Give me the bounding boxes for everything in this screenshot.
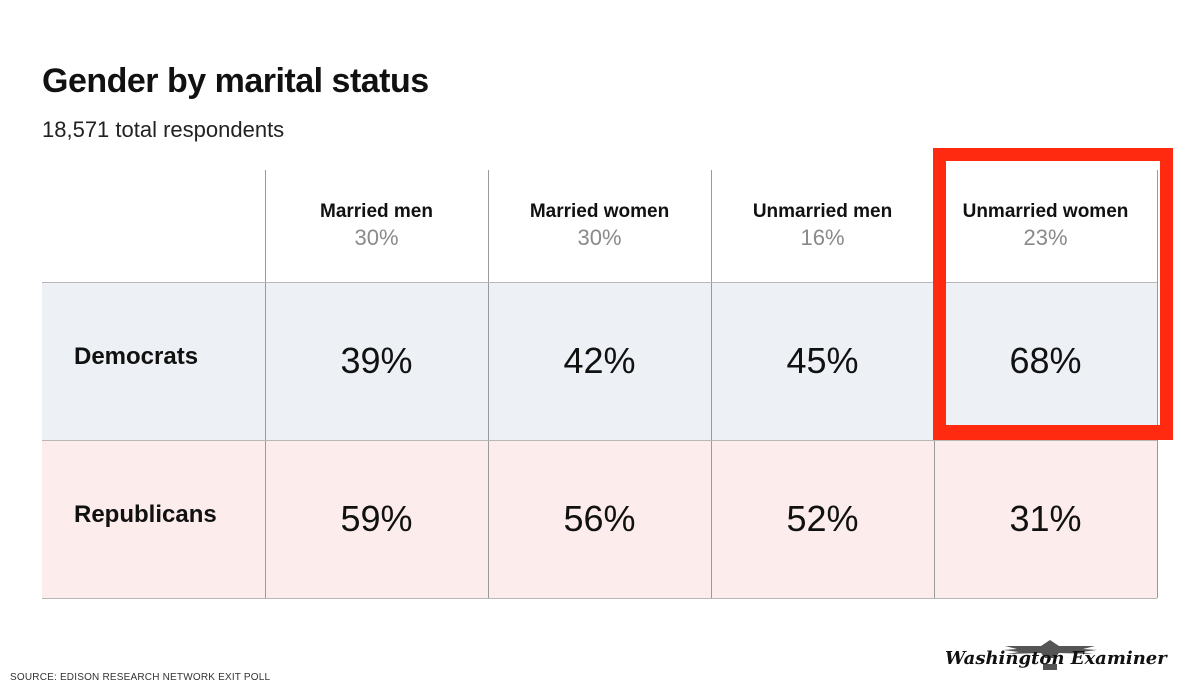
column-header-share: 16% <box>800 225 845 250</box>
column-header-share: 30% <box>577 225 622 250</box>
row-divider <box>42 598 1157 599</box>
column-header-share: 23% <box>1023 225 1068 250</box>
column-header: Unmarried women 23% <box>934 170 1157 282</box>
column-divider <box>711 170 712 598</box>
column-divider <box>1157 170 1158 598</box>
value-cell: 68% <box>1009 340 1082 381</box>
column-header-label: Unmarried men <box>752 201 893 222</box>
column-header-label: Married women <box>529 201 670 222</box>
source-note: SOURCE: EDISON RESEARCH NETWORK EXIT POL… <box>10 672 271 683</box>
eagle-icon <box>1003 640 1097 670</box>
column-divider <box>488 170 489 598</box>
value-cell: 45% <box>786 340 859 381</box>
column-header-label: Unmarried women <box>962 201 1129 222</box>
row-divider <box>42 440 1157 441</box>
chart-subtitle: 18,571 total respondents <box>42 117 285 142</box>
value-cell: 39% <box>340 340 413 381</box>
publisher-logo: Washington Examiner <box>945 636 1167 684</box>
highlight-box <box>933 148 1173 440</box>
column-header-share: 30% <box>354 225 399 250</box>
chart-title: Gender by marital status <box>42 62 429 100</box>
column-divider <box>265 170 266 598</box>
value-cell: 31% <box>1009 498 1082 539</box>
value-cell: 56% <box>563 498 636 539</box>
row-background <box>42 282 1157 440</box>
column-header: Unmarried men 16% <box>711 170 934 282</box>
row-label: Democrats <box>74 343 199 370</box>
row-background <box>42 440 1157 598</box>
value-cell: 42% <box>563 340 636 381</box>
column-header-label: Married men <box>320 201 433 222</box>
column-header: Married women 30% <box>488 170 711 282</box>
value-cell: 59% <box>340 498 413 539</box>
row-divider <box>42 282 1157 283</box>
row-label: Republicans <box>74 501 217 528</box>
column-header: Married men 30% <box>265 170 488 282</box>
publisher-logo-text: Washington Examiner <box>945 648 1167 669</box>
value-cell: 52% <box>786 498 859 539</box>
